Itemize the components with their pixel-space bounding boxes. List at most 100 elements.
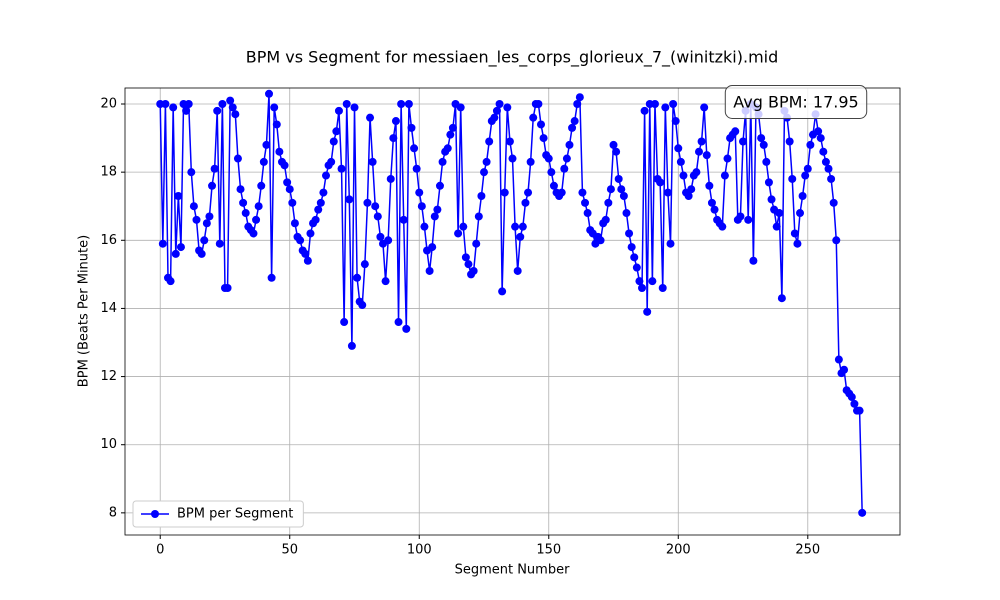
data-point xyxy=(702,151,711,160)
data-point xyxy=(570,117,579,126)
data-point xyxy=(529,113,538,122)
data-point xyxy=(847,393,856,402)
data-point xyxy=(236,185,245,194)
data-point xyxy=(495,100,504,109)
data-point xyxy=(306,229,315,238)
data-point xyxy=(736,212,745,221)
data-point xyxy=(399,215,408,224)
data-point xyxy=(671,117,680,126)
data-point xyxy=(640,106,649,115)
data-point xyxy=(435,181,444,190)
data-point xyxy=(314,205,323,214)
annotation-box xyxy=(724,85,868,119)
data-point xyxy=(428,243,437,252)
data-point xyxy=(601,215,610,224)
data-point xyxy=(674,144,683,153)
data-point xyxy=(301,249,310,258)
data-point xyxy=(187,168,196,177)
data-point xyxy=(332,127,341,136)
data-point xyxy=(638,283,647,292)
data-point xyxy=(557,188,566,197)
data-point xyxy=(218,100,227,109)
data-point xyxy=(425,266,434,275)
data-point xyxy=(376,232,385,241)
data-point xyxy=(438,157,447,166)
data-point xyxy=(228,103,237,112)
data-point xyxy=(819,147,828,156)
data-point xyxy=(534,100,543,109)
data-point xyxy=(275,147,284,156)
data-point xyxy=(707,198,716,207)
data-point xyxy=(612,147,621,156)
data-point xyxy=(788,174,797,183)
data-point xyxy=(731,127,740,136)
data-point xyxy=(643,307,652,316)
data-point xyxy=(547,168,556,177)
data-point xyxy=(803,164,812,173)
data-point xyxy=(215,239,224,248)
data-point xyxy=(568,123,577,132)
data-point xyxy=(697,137,706,146)
data-point xyxy=(337,164,346,173)
data-point xyxy=(482,157,491,166)
data-point xyxy=(710,205,719,214)
data-point xyxy=(814,127,823,136)
data-point xyxy=(539,134,548,143)
data-point xyxy=(311,215,320,224)
data-point xyxy=(676,157,685,166)
y-tick-label: 10 xyxy=(100,437,117,452)
data-point xyxy=(272,120,281,129)
data-point xyxy=(801,171,810,180)
data-point xyxy=(658,283,667,292)
data-point xyxy=(650,100,659,109)
data-point xyxy=(208,181,217,190)
data-point xyxy=(578,188,587,197)
y-tick-label: 20 xyxy=(100,97,117,112)
data-point xyxy=(322,171,331,180)
data-point xyxy=(687,185,696,194)
data-point xyxy=(700,103,709,112)
data-point xyxy=(832,236,841,245)
data-point xyxy=(581,198,590,207)
y-tick-label: 18 xyxy=(100,165,117,180)
data-point xyxy=(415,188,424,197)
x-tick-label: 200 xyxy=(666,543,691,558)
data-point xyxy=(358,301,367,310)
data-point xyxy=(184,100,193,109)
data-point xyxy=(656,178,665,187)
data-point xyxy=(373,212,382,221)
data-point xyxy=(850,399,859,408)
data-point xyxy=(606,185,615,194)
data-point xyxy=(684,192,693,201)
data-point xyxy=(430,212,439,221)
data-point xyxy=(632,263,641,272)
data-point xyxy=(166,277,175,286)
y-tick-label: 12 xyxy=(100,369,117,384)
data-point xyxy=(226,96,235,105)
legend-label: BPM per Segment xyxy=(177,507,293,522)
data-point xyxy=(777,294,786,303)
data-point xyxy=(625,229,634,238)
data-point xyxy=(254,202,263,211)
data-point xyxy=(265,89,274,98)
data-point xyxy=(692,168,701,177)
data-point xyxy=(205,212,214,221)
data-point xyxy=(635,277,644,286)
data-point xyxy=(241,209,250,218)
data-point xyxy=(290,219,299,228)
data-point xyxy=(508,154,517,163)
data-point xyxy=(661,103,670,112)
data-point xyxy=(744,215,753,224)
chart-title: BPM vs Segment for messiaen_les_corps_gl… xyxy=(246,48,779,68)
data-point xyxy=(764,178,773,187)
data-point xyxy=(303,256,312,265)
y-axis-label: BPM (Beats Per Minute) xyxy=(77,235,92,387)
data-point xyxy=(617,185,626,194)
data-point xyxy=(259,157,268,166)
data-point xyxy=(840,365,849,374)
data-point xyxy=(381,277,390,286)
data-point xyxy=(262,140,271,149)
data-point xyxy=(816,134,825,143)
data-point xyxy=(793,239,802,248)
